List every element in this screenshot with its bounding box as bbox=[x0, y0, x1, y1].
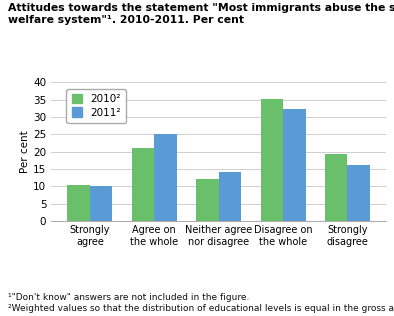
Bar bbox=[132, 148, 154, 221]
Legend: 2010², 2011²: 2010², 2011² bbox=[67, 89, 126, 123]
Bar bbox=[219, 172, 241, 221]
Y-axis label: Per cent: Per cent bbox=[20, 130, 30, 173]
Bar bbox=[325, 155, 348, 221]
Bar bbox=[90, 186, 112, 221]
Text: Attitudes towards the statement "Most immigrants abuse the social
welfare system: Attitudes towards the statement "Most im… bbox=[8, 3, 394, 25]
Bar bbox=[348, 165, 370, 221]
Bar bbox=[154, 134, 177, 221]
Bar bbox=[260, 99, 283, 221]
Text: ¹"Don't know" answers are not included in the figure.
²Weighted values so that t: ¹"Don't know" answers are not included i… bbox=[8, 294, 394, 313]
Bar bbox=[283, 109, 306, 221]
Bar bbox=[67, 185, 90, 221]
Bar bbox=[196, 179, 219, 221]
